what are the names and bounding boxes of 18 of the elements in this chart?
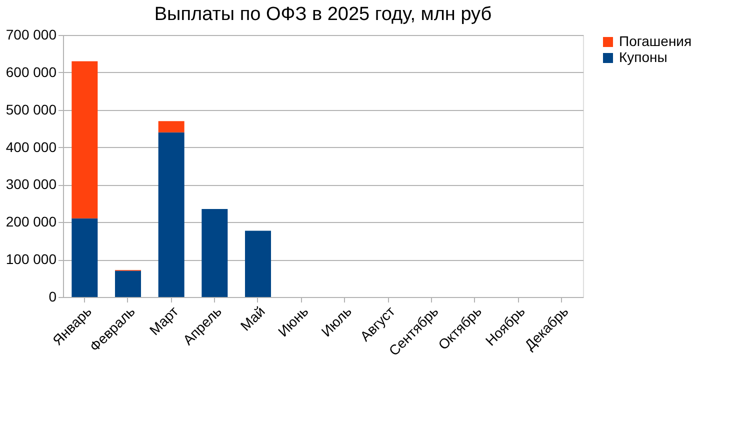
bar [72, 61, 98, 218]
y-tick-label: 200 000 [6, 214, 57, 230]
y-tick-label: 0 [48, 288, 57, 304]
bar [115, 270, 141, 297]
y-tick-label: 300 000 [6, 176, 57, 192]
y-tick-label: 500 000 [6, 101, 57, 118]
y-tick-label: 600 000 [6, 64, 57, 80]
y-tick-label: 700 000 [6, 26, 57, 42]
legend-label: Купоны [619, 49, 668, 65]
y-tick-label: 100 000 [6, 251, 57, 268]
bar [72, 218, 98, 297]
bar [245, 230, 271, 297]
bar [158, 121, 184, 132]
y-tick-label: 400 000 [6, 138, 57, 155]
legend-label: Погашения [619, 33, 692, 49]
bar [202, 209, 228, 297]
chart-title: Выплаты по ОФЗ в 2025 году, млн руб [154, 4, 492, 25]
bar [158, 132, 184, 297]
